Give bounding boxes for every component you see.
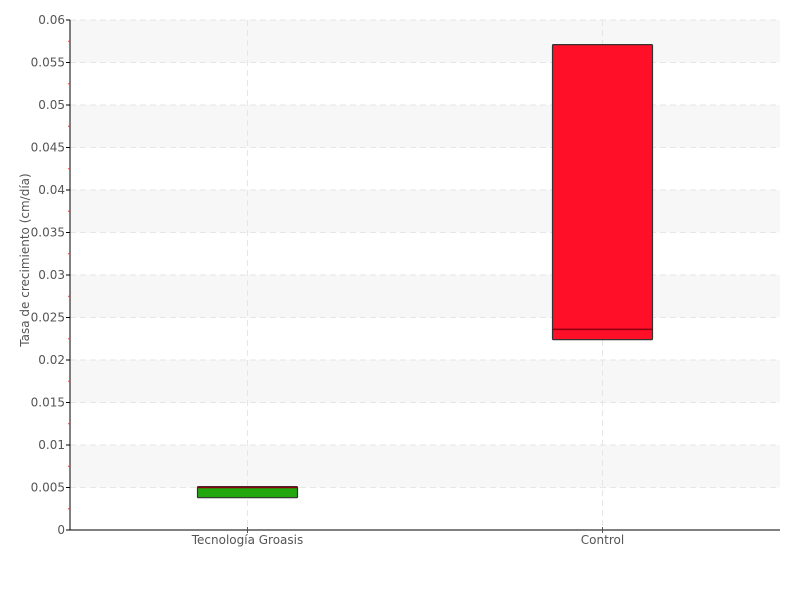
box bbox=[551, 44, 654, 341]
y-tick-label: 0.02 bbox=[38, 353, 65, 367]
y-tick-label: 0.05 bbox=[38, 98, 65, 112]
grid-band bbox=[70, 360, 780, 403]
y-tick-label: 0 bbox=[57, 523, 65, 537]
y-tick-label: 0.01 bbox=[38, 438, 65, 452]
y-tick-label: 0.005 bbox=[31, 481, 65, 495]
y-tick-label: 0.015 bbox=[31, 396, 65, 410]
box bbox=[196, 486, 299, 499]
x-tick-label: Tecnología Groasis bbox=[191, 533, 304, 547]
y-tick-label: 0.03 bbox=[38, 268, 65, 282]
x-tick-label: Control bbox=[581, 533, 624, 547]
grid-band bbox=[70, 20, 780, 63]
grid-band bbox=[70, 275, 780, 318]
y-tick-label: 0.035 bbox=[31, 226, 65, 240]
grid-band bbox=[70, 445, 780, 488]
y-tick-label: 0.025 bbox=[31, 311, 65, 325]
y-tick-label: 0.04 bbox=[38, 183, 65, 197]
y-tick-label: 0.06 bbox=[38, 13, 65, 27]
grid-band bbox=[70, 190, 780, 233]
grid-band bbox=[70, 105, 780, 148]
y-tick-label: 0.045 bbox=[31, 141, 65, 155]
y-axis-label: Tasa de crecimiento (cm/día) bbox=[18, 173, 32, 347]
y-tick-label: 0.055 bbox=[31, 56, 65, 70]
